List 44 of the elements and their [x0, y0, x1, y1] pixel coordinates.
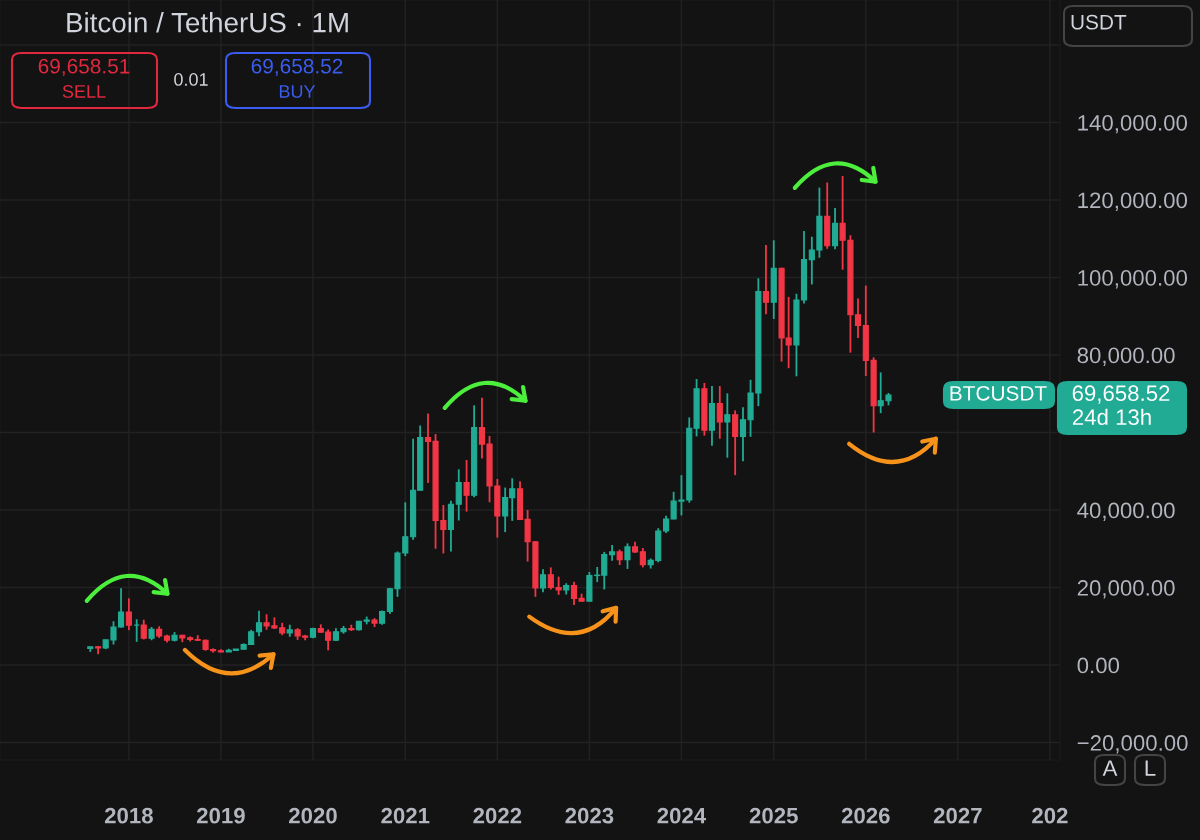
y-tick-label: −20,000.00 [1077, 735, 1188, 754]
candlestick [463, 459, 470, 513]
text: 69,658.52 [1072, 385, 1170, 404]
y-tick-label: 100,000.00 [1078, 270, 1188, 289]
x-tick-label: 2021 [381, 807, 430, 824]
x-tick-label: 2018 [104, 807, 153, 824]
y-tick-label: 40,000.00 [1077, 502, 1175, 521]
candlestick [455, 468, 462, 522]
y-tick-label: 140,000.00 [1078, 115, 1188, 134]
annotation: BUY [279, 85, 316, 98]
candlestick [831, 207, 839, 251]
candlestick [762, 244, 770, 316]
candlestick [539, 568, 547, 594]
x-tick-label: 2020 [289, 807, 337, 824]
text: USDT [1071, 14, 1127, 30]
y-tick-label: 0.00 [1077, 657, 1120, 674]
candlestick [724, 392, 731, 459]
chart-title: Bitcoin / TetherUS · 1M [67, 12, 348, 33]
x-tick-label: 2025 [749, 807, 798, 824]
x-tick-label: 202 [1032, 807, 1068, 824]
annotation: 69,658.51 [38, 58, 130, 77]
annotation: BTCUSDT [950, 385, 1047, 401]
annotation: 69,658.52 [251, 58, 343, 77]
y-tick-label: 120,000.00 [1078, 192, 1188, 211]
x-tick-label: 2027 [933, 807, 982, 824]
candlestick [716, 385, 723, 440]
text: 24d 13h [1072, 408, 1151, 426]
x-tick-label: 2024 [657, 807, 707, 824]
candlestick [639, 547, 646, 569]
y-tick-label: 80,000.00 [1077, 347, 1175, 366]
text: A [1102, 760, 1118, 776]
text: L [1145, 760, 1156, 776]
x-tick-label: 2023 [565, 807, 614, 824]
x-tick-label: 2022 [473, 807, 522, 824]
candlestick [125, 597, 132, 632]
y-tick-label: 20,000.00 [1077, 580, 1175, 599]
annotation: SELL [62, 85, 106, 98]
annotation: 0.01 [174, 73, 208, 86]
candlestick [255, 609, 263, 638]
x-tick-label: 2026 [841, 807, 890, 824]
x-tick-label: 2019 [196, 807, 245, 824]
candlestick [732, 409, 739, 477]
candlestick [624, 542, 631, 570]
candlestick [133, 618, 140, 643]
